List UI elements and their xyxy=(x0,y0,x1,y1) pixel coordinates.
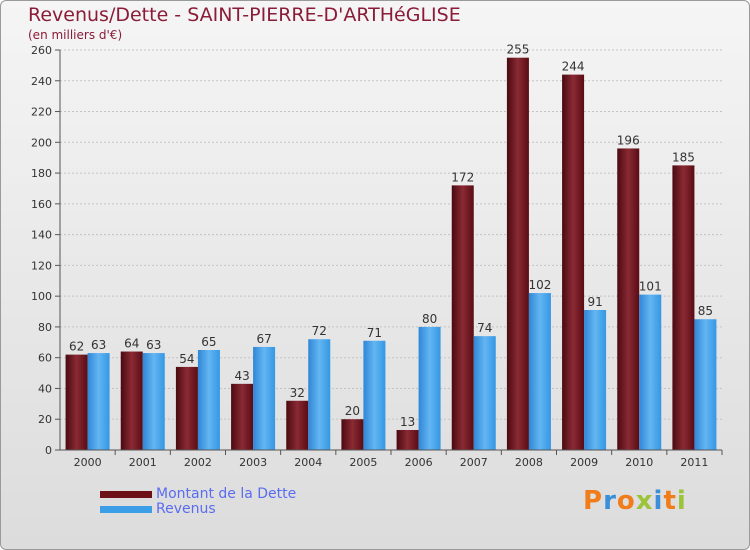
data-label-revenus: 71 xyxy=(367,326,382,340)
data-label-revenus: 63 xyxy=(146,338,161,352)
bar-debt xyxy=(120,351,143,450)
x-tick-label: 2007 xyxy=(460,456,488,469)
bar-revenus xyxy=(418,326,441,450)
x-tick-label: 2009 xyxy=(570,456,598,469)
data-label-revenus: 63 xyxy=(91,338,106,352)
data-label-debt: 172 xyxy=(451,170,474,184)
bar-revenus xyxy=(253,346,276,450)
data-label-revenus: 101 xyxy=(639,280,662,294)
bar-revenus xyxy=(142,353,165,450)
x-tick-label: 2006 xyxy=(405,456,433,469)
y-tick-label: 20 xyxy=(38,413,52,426)
data-label-revenus: 102 xyxy=(528,278,551,292)
bar-debt xyxy=(396,430,419,450)
bar-revenus xyxy=(639,294,662,450)
data-label-debt: 13 xyxy=(400,415,415,429)
y-tick-label: 180 xyxy=(31,167,52,180)
bar-revenus xyxy=(197,350,220,450)
y-tick-label: 40 xyxy=(38,382,52,395)
data-label-revenus: 74 xyxy=(477,321,492,335)
x-tick-label: 2008 xyxy=(515,456,543,469)
data-label-debt: 64 xyxy=(124,337,139,351)
y-tick-label: 0 xyxy=(45,444,52,457)
y-tick-label: 80 xyxy=(38,321,52,334)
data-label-debt: 196 xyxy=(617,133,640,147)
bar-debt xyxy=(506,57,529,450)
data-label-revenus: 80 xyxy=(422,312,437,326)
y-tick-label: 220 xyxy=(31,106,52,119)
data-label-debt: 20 xyxy=(345,404,360,418)
data-label-revenus: 85 xyxy=(698,304,713,318)
data-label-revenus: 67 xyxy=(256,332,271,346)
legend-label-debt: Montant de la Dette xyxy=(156,486,297,502)
x-tick-label: 2003 xyxy=(239,456,267,469)
data-label-debt: 62 xyxy=(69,340,84,354)
data-label-debt: 54 xyxy=(179,352,194,366)
data-label-debt: 43 xyxy=(234,369,249,383)
bar-debt xyxy=(175,366,198,450)
data-label-debt: 32 xyxy=(290,386,305,400)
bar-debt xyxy=(286,400,309,450)
data-label-revenus: 72 xyxy=(312,324,327,338)
y-tick-label: 200 xyxy=(31,136,52,149)
y-tick-label: 120 xyxy=(31,259,52,272)
data-labels: 62 63 64 63 54 65 43 67 32 72 20 71 13 80 172 74 255 102 2… xyxy=(69,43,713,429)
x-tick-label: 2011 xyxy=(680,456,708,469)
x-tick-label: 2005 xyxy=(349,456,377,469)
y-tick-label: 140 xyxy=(31,229,52,242)
logo-letter: o xyxy=(616,486,636,516)
x-tick-label: 2004 xyxy=(294,456,322,469)
x-tick-label: 2001 xyxy=(129,456,157,469)
logo-letter: i xyxy=(676,486,687,516)
legend-label-revenus: Revenus xyxy=(156,501,216,517)
data-label-debt: 255 xyxy=(506,43,529,57)
bar-debt xyxy=(341,419,364,450)
logo-letter: i xyxy=(653,486,664,516)
bar-debt xyxy=(672,165,695,450)
bar-revenus xyxy=(694,319,717,450)
logo-letter: x xyxy=(635,486,654,516)
bars xyxy=(65,57,717,450)
chart-subtitle: (en milliers d'€) xyxy=(28,28,123,42)
data-label-revenus: 91 xyxy=(587,295,602,309)
x-tick-label: 2000 xyxy=(74,456,102,469)
y-tick-label: 60 xyxy=(38,352,52,365)
bar-debt xyxy=(65,354,88,450)
logo-letter: r xyxy=(603,486,617,516)
bar-revenus xyxy=(584,310,607,450)
x-tick-label: 2002 xyxy=(184,456,212,469)
logo-letter: P xyxy=(583,486,604,516)
logo-letter: t xyxy=(663,486,677,516)
bar-revenus xyxy=(528,293,551,450)
bar-debt xyxy=(617,148,640,450)
bar-revenus xyxy=(308,339,331,450)
bar-debt xyxy=(562,74,585,450)
y-tick-label: 260 xyxy=(31,44,52,57)
bar-revenus xyxy=(87,353,110,450)
bar-revenus xyxy=(363,340,386,450)
bar-debt xyxy=(231,383,254,450)
proxiti-logo: Proxiti xyxy=(583,486,687,516)
data-label-revenus: 65 xyxy=(201,335,216,349)
legend-swatch-revenus xyxy=(100,506,152,513)
y-tick-label: 100 xyxy=(31,290,52,303)
bar-debt xyxy=(451,185,474,450)
data-label-debt: 185 xyxy=(672,150,695,164)
axes: 0204060801001201401601802002202402602000… xyxy=(31,44,723,469)
chart-title: Revenus/Dette - SAINT-PIERRE-D'ARTHéGLIS… xyxy=(28,4,461,26)
bar-revenus xyxy=(473,336,496,450)
x-tick-label: 2010 xyxy=(625,456,653,469)
y-tick-label: 240 xyxy=(31,75,52,88)
legend-swatch-debt xyxy=(100,491,152,498)
data-label-debt: 244 xyxy=(562,60,585,74)
y-tick-label: 160 xyxy=(31,198,52,211)
